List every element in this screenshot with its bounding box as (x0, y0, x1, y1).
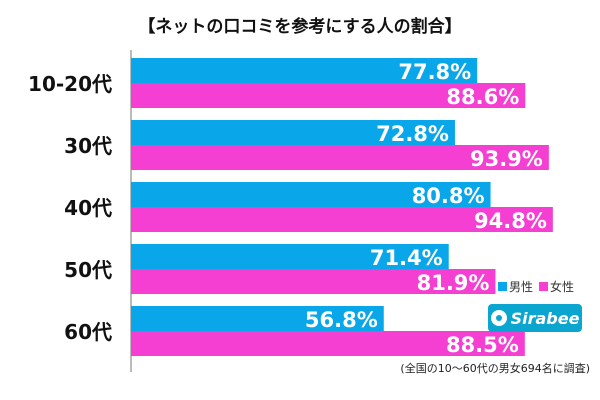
legend-item-female: 女性 (539, 278, 574, 295)
bar-male (131, 120, 455, 145)
data-label-female: 88.6% (446, 85, 519, 109)
bar-female (131, 145, 549, 170)
bar-male (131, 58, 478, 83)
bar-male (131, 182, 491, 207)
survey-note: (全国の10〜60代の男女694名に調査) (400, 362, 590, 375)
chart-title: 【ネットの口コミを参考にする人の割合】 (138, 17, 462, 37)
data-label-female: 81.9% (417, 271, 490, 295)
legend-swatch-female (539, 282, 549, 291)
logo-mark-icon (490, 310, 507, 326)
bar-female (131, 83, 526, 108)
category-label: 10-20代 (28, 72, 112, 96)
data-label-female: 94.8% (474, 209, 547, 233)
data-label-male: 80.8% (412, 184, 485, 208)
legend-label-male: 男性 (509, 280, 534, 294)
data-label-male: 72.8% (376, 122, 449, 146)
data-label-male: 71.4% (370, 246, 443, 270)
data-label-female: 88.5% (446, 333, 519, 357)
bar-female (131, 269, 496, 294)
sirabee-logo: Sirabee (488, 304, 582, 332)
category-label: 60代 (64, 320, 112, 344)
category-label: 50代 (64, 258, 112, 282)
data-label-female: 93.9% (470, 147, 543, 171)
category-label: 30代 (64, 134, 112, 158)
legend-label-female: 女性 (550, 280, 575, 294)
logo-text: Sirabee (510, 308, 580, 328)
bar-female (131, 207, 553, 232)
legend: 男性 女性 (498, 278, 574, 295)
data-label-male: 77.8% (398, 60, 471, 84)
category-label: 40代 (64, 196, 112, 220)
bar-male (131, 244, 449, 269)
legend-swatch-male (498, 282, 507, 291)
data-label-male: 56.8% (305, 308, 378, 332)
legend-item-male: 男性 (498, 278, 533, 295)
bar-female (131, 331, 525, 356)
bar-male (131, 306, 384, 331)
